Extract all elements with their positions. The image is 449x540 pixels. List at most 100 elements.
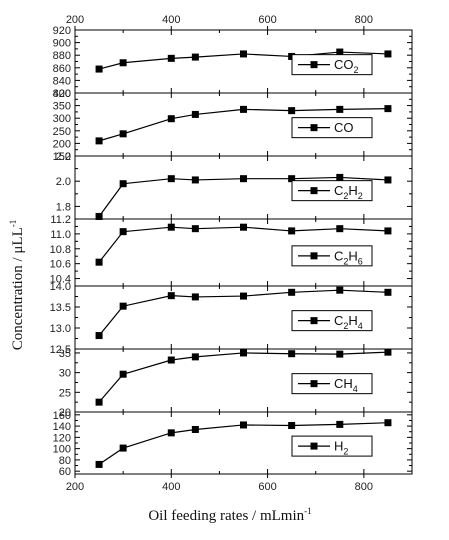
legend-label-sub: 2 <box>354 65 359 75</box>
data-point <box>240 223 247 231</box>
legend-marker <box>310 187 318 195</box>
data-point <box>240 292 247 300</box>
panel-c2h4: 12.5 13.0 13.5 14.0 C2H4 <box>50 281 413 356</box>
data-point <box>240 50 247 58</box>
data-point <box>384 348 392 356</box>
series-line-ch4 <box>98 351 388 403</box>
legend-label-sub: 4 <box>353 384 358 394</box>
bottom-x-axis: 200 400 600 800 <box>66 474 373 493</box>
legend-label: CH4 <box>334 376 358 394</box>
data-point <box>191 53 199 61</box>
legend-label-sub: 2 <box>343 447 348 457</box>
data-point <box>240 421 247 429</box>
data-point <box>119 228 127 236</box>
y-tick-label: 30 <box>59 368 71 380</box>
data-point <box>167 356 175 364</box>
data-point <box>336 173 344 181</box>
data-point <box>191 225 199 233</box>
legend-marker <box>310 380 318 388</box>
series-line-co <box>98 108 388 142</box>
legend-marker <box>310 252 318 260</box>
data-point <box>95 460 103 468</box>
legend-c2h4: C2H4 <box>291 310 373 332</box>
y-tick-label: 14.0 <box>50 281 71 293</box>
panel-c2h2: 1.8 2.0 2.2 C2H2 <box>56 151 413 220</box>
data-point <box>191 425 199 433</box>
series-line-co2 <box>98 51 388 70</box>
legend-box <box>291 54 373 76</box>
y-tick-label: 10.8 <box>50 244 71 256</box>
legend-box <box>291 373 373 395</box>
data-point <box>167 115 175 123</box>
legend-c2h6: C2H6 <box>291 245 373 267</box>
top-x-tick-label: 600 <box>258 14 276 26</box>
legend-label: C2H4 <box>334 313 363 331</box>
y-tick-label: 10.6 <box>50 259 71 271</box>
data-point <box>119 302 127 310</box>
y-tick-label: 920 <box>53 25 71 37</box>
y-tick-label: 20 <box>59 407 71 419</box>
data-point <box>191 176 199 184</box>
y-tick-label: 2.2 <box>56 151 71 163</box>
y-tick-label: 1.8 <box>56 201 71 213</box>
y-tick-label: 12.5 <box>50 344 71 356</box>
y-tick-label: 300 <box>53 113 71 125</box>
bottom-x-tick-label: 400 <box>162 481 180 493</box>
data-point <box>95 332 103 340</box>
data-point <box>95 398 103 406</box>
bottom-x-tick-label: 600 <box>258 481 276 493</box>
data-point <box>191 293 199 301</box>
legend-marker <box>310 61 318 69</box>
y-axis-title-superscript: -1 <box>8 220 18 228</box>
data-point <box>191 110 199 118</box>
data-point <box>336 225 344 233</box>
data-point <box>119 370 127 378</box>
legend-label-main: CO <box>334 57 354 72</box>
data-point <box>167 223 175 231</box>
legend-box <box>291 245 373 267</box>
legend-label-main: CH <box>334 376 353 391</box>
y-tick-label: 25 <box>59 387 71 399</box>
legend-label: C2H2 <box>334 183 363 201</box>
y-tick-label: 250 <box>53 126 71 138</box>
top-x-axis: 200 400 600 800 <box>66 14 373 30</box>
legend-box <box>291 117 373 139</box>
legend-label-sub: 2 <box>343 256 348 266</box>
y-tick-label: 10.4 <box>50 274 71 286</box>
data-point <box>95 258 103 266</box>
legend-label-main: CO <box>334 120 354 135</box>
y-tick-label: 880 <box>53 50 71 62</box>
legend-co2: CO2 <box>291 54 373 76</box>
legend-label: H2 <box>334 439 348 457</box>
y-tick-label: 35 <box>59 348 71 360</box>
legend-label-sub2: 6 <box>358 256 363 266</box>
data-point <box>95 137 103 145</box>
legend-label-sub: 2 <box>343 321 348 331</box>
y-tick-label: 120 <box>53 432 71 444</box>
bottom-x-tick-label: 200 <box>66 481 84 493</box>
y-tick-label: 400 <box>53 88 71 100</box>
top-x-tick-label: 800 <box>355 14 373 26</box>
data-point <box>384 227 392 235</box>
y-tick-label: 860 <box>53 63 71 75</box>
chart-panels: 820840860880900920CO2150200250300350400C… <box>50 25 413 478</box>
legend-h2: H2 <box>291 435 373 457</box>
data-point <box>119 130 127 138</box>
legend-label-main: C <box>334 248 343 263</box>
data-point <box>288 175 296 183</box>
data-point <box>167 54 175 62</box>
data-point <box>288 107 296 115</box>
data-point <box>288 422 296 430</box>
data-point <box>95 212 103 220</box>
top-x-tick-label: 400 <box>162 14 180 26</box>
x-axis-title-superscript: -1 <box>304 506 312 516</box>
legend-label-sub: 2 <box>343 191 348 201</box>
data-point <box>119 180 127 188</box>
y-tick-label: 100 <box>53 444 71 456</box>
y-tick-label: 2.0 <box>56 176 71 188</box>
y-tick-label: 350 <box>53 101 71 113</box>
data-point <box>167 429 175 437</box>
